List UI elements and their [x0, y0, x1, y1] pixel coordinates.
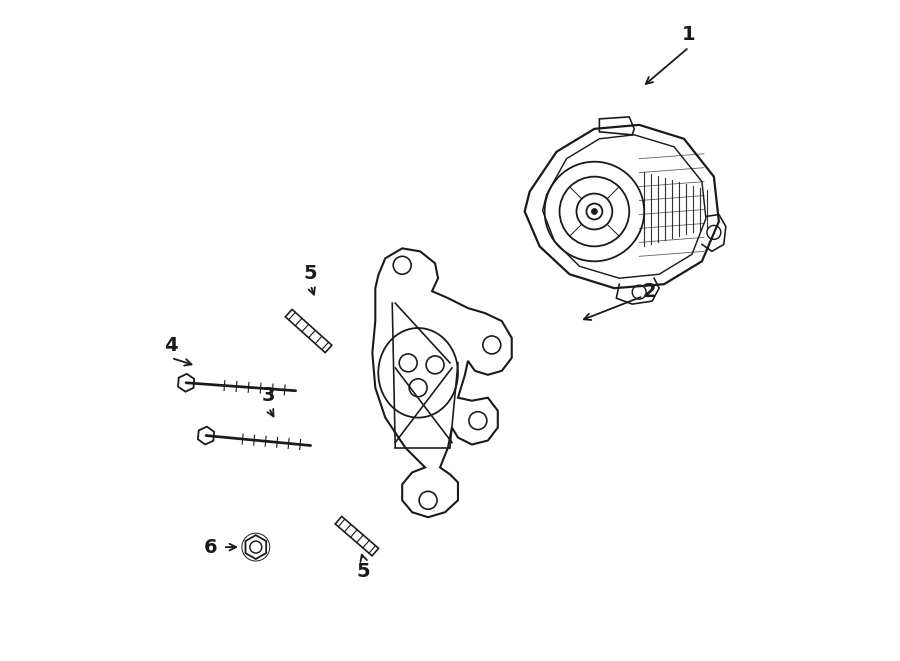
Text: 5: 5: [356, 563, 370, 582]
Text: 1: 1: [682, 24, 696, 44]
Polygon shape: [335, 516, 379, 556]
Text: 3: 3: [262, 386, 275, 405]
Text: 4: 4: [165, 336, 178, 356]
Polygon shape: [198, 426, 214, 444]
Polygon shape: [285, 309, 332, 352]
Circle shape: [591, 208, 598, 214]
Text: 5: 5: [304, 264, 318, 283]
Text: 6: 6: [204, 537, 218, 557]
Polygon shape: [246, 535, 266, 559]
Polygon shape: [178, 374, 194, 392]
Text: 2: 2: [643, 282, 656, 301]
